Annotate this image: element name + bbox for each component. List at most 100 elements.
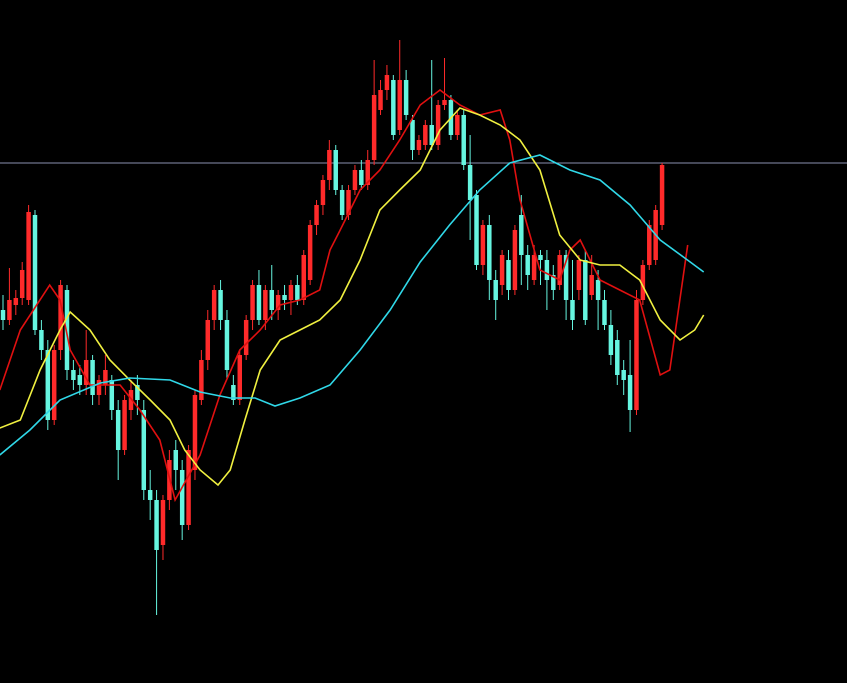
- candle-body: [339, 190, 345, 215]
- candle-body: [506, 260, 511, 290]
- candle-body: [365, 160, 370, 185]
- candle-body: [493, 280, 498, 300]
- candle-body: [39, 330, 44, 350]
- candle-body: [314, 205, 319, 225]
- candle-body: [538, 255, 543, 260]
- candle-body: [615, 340, 620, 375]
- candle-body: [83, 360, 89, 385]
- candle-body: [647, 225, 652, 265]
- candle-body: [333, 150, 338, 190]
- candle-body: [359, 170, 364, 185]
- candle-body: [589, 275, 594, 295]
- candle-body: [608, 325, 614, 355]
- candle-body: [576, 260, 582, 290]
- candle-body: [64, 290, 70, 370]
- candle-body: [435, 105, 441, 145]
- candle-body: [531, 255, 537, 280]
- candle-body: [429, 125, 434, 145]
- candle-body: [71, 370, 76, 380]
- candle-body: [288, 285, 294, 300]
- candle-body: [307, 225, 313, 280]
- candle-body: [154, 500, 159, 550]
- candle-body: [544, 260, 550, 280]
- candle-body: [320, 180, 326, 205]
- candle-body: [115, 410, 121, 450]
- candle-body: [563, 255, 569, 300]
- candle-body: [32, 215, 38, 330]
- candle-body: [7, 300, 12, 320]
- candle-body: [480, 225, 486, 265]
- candle-body: [147, 490, 153, 500]
- candle-body: [327, 150, 332, 180]
- candle-body: [640, 265, 646, 300]
- candle-body: [659, 165, 665, 225]
- candle-body: [173, 450, 179, 470]
- candle-body: [58, 285, 63, 350]
- candle-body: [487, 225, 492, 280]
- candle-body: [627, 375, 633, 410]
- candle-body: [160, 500, 166, 545]
- candle-body: [243, 320, 249, 355]
- candle-body: [51, 350, 57, 420]
- candle-body: [211, 290, 217, 320]
- candle-body: [224, 320, 230, 370]
- candle-body: [519, 215, 524, 255]
- candle-body: [295, 285, 300, 300]
- candle-body: [474, 195, 479, 265]
- candle-body: [403, 80, 409, 115]
- candle-body: [525, 255, 530, 275]
- candle-body: [634, 300, 639, 410]
- candle-body: [595, 280, 601, 300]
- candle-body: [122, 400, 127, 450]
- candle-body: [256, 285, 262, 320]
- candle-body: [231, 385, 236, 400]
- candle-body: [205, 320, 211, 360]
- candle-body: [77, 375, 83, 385]
- candle-body: [135, 385, 140, 400]
- candle-body: [218, 290, 223, 320]
- candle-body: [551, 275, 556, 290]
- candle-body: [19, 270, 25, 298]
- moving-average-line: [0, 107, 705, 487]
- candle-body: [301, 255, 306, 300]
- candle-body: [263, 290, 268, 320]
- moving-average-line: [0, 88, 689, 503]
- candle-body: [237, 355, 242, 400]
- candle-body: [179, 470, 185, 525]
- candle-body: [570, 300, 575, 320]
- candle-body: [90, 360, 95, 395]
- candle-body: [384, 75, 390, 90]
- candle-body: [416, 140, 422, 150]
- candle-body: [499, 255, 505, 285]
- candle-body: [621, 370, 626, 380]
- candle-body: [282, 295, 287, 300]
- candle-body: [461, 115, 466, 165]
- candle-body: [13, 298, 19, 305]
- candle-body: [186, 450, 191, 525]
- candle-body: [583, 260, 588, 320]
- candle-body: [250, 285, 255, 320]
- candle-body: [96, 380, 102, 395]
- candle-body: [467, 165, 473, 200]
- candle-body: [557, 255, 562, 285]
- candle-body: [269, 290, 274, 310]
- moving-average-line: [0, 154, 705, 456]
- candle-body: [410, 120, 415, 150]
- candle-body: [26, 212, 31, 300]
- candle-body: [103, 370, 108, 385]
- candle-body: [352, 170, 358, 190]
- candle-body: [602, 300, 607, 325]
- candle-body: [423, 125, 428, 145]
- candle-body: [199, 360, 204, 400]
- candle-body: [442, 100, 447, 105]
- candle-body: [192, 395, 198, 470]
- candle-body: [512, 230, 518, 290]
- candle-body: [0, 310, 6, 320]
- candle-body: [378, 90, 383, 110]
- candle-body: [275, 295, 281, 310]
- candle-body: [397, 80, 402, 130]
- candle-body: [391, 80, 396, 135]
